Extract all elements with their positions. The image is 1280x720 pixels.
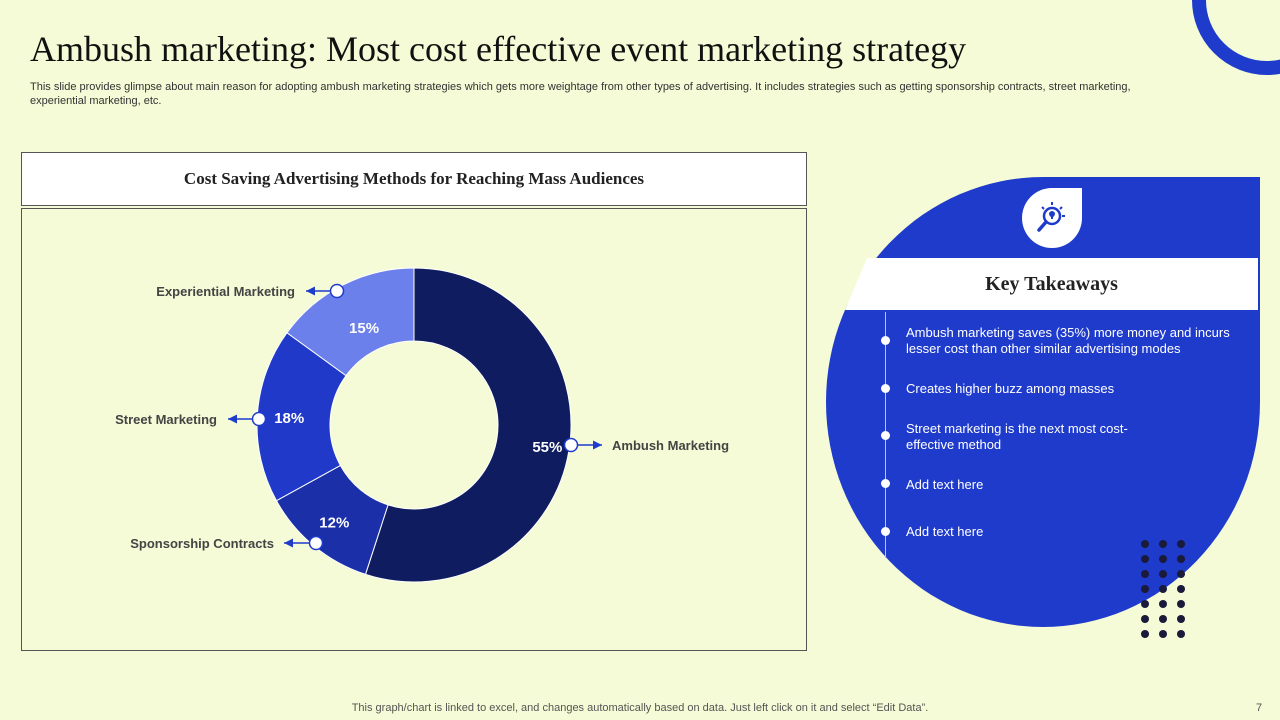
callout-marker-4 bbox=[329, 283, 345, 299]
slice-value-label-3: 18% bbox=[274, 410, 304, 427]
takeaway-item-5: Add text here bbox=[906, 524, 984, 539]
slice-value-label-2: 12% bbox=[319, 514, 349, 531]
slice-category-label-4: Experiential Marketing bbox=[156, 284, 295, 299]
slice-category-label-2: Sponsorship Contracts bbox=[130, 536, 274, 551]
bullet-dot-2 bbox=[881, 384, 890, 393]
takeaways-header: Key Takeaways bbox=[845, 258, 1258, 310]
slice-value-label-1: 55% bbox=[532, 439, 562, 456]
chart-panel[interactable]: 55% 12% 18% 15% Ambush Marketing Sponsorship … bbox=[21, 208, 807, 651]
takeaway-item-2: Creates higher buzz among masses bbox=[906, 381, 1115, 396]
bullet-dot-3 bbox=[881, 431, 890, 440]
decorative-dot-grid bbox=[1141, 540, 1201, 640]
slice-category-label-3: Street Marketing bbox=[115, 412, 217, 427]
chart-title[interactable]: Cost Saving Advertising Methods for Reac… bbox=[21, 152, 807, 206]
lightbulb-search-icon bbox=[1022, 188, 1082, 248]
callout-marker-2 bbox=[308, 535, 324, 551]
slice-value-label-4: 15% bbox=[349, 320, 379, 337]
slide-title: Ambush marketing: Most cost effective ev… bbox=[30, 29, 967, 69]
donut-slice-1[interactable] bbox=[364, 267, 572, 583]
donut-slice-4[interactable] bbox=[286, 267, 415, 377]
bullet-dot-4 bbox=[881, 479, 890, 488]
takeaway-item-1: Ambush marketing saves (35%) more money … bbox=[906, 325, 1230, 356]
takeaway-item-3: Street marketing is the next most cost-e… bbox=[906, 421, 1128, 452]
takeaway-item-4: Add text here bbox=[906, 477, 984, 492]
bullet-dot-1 bbox=[881, 336, 890, 345]
callout-marker-3 bbox=[251, 411, 267, 427]
donut-slice-3[interactable] bbox=[256, 332, 347, 502]
takeaways-panel bbox=[826, 177, 1260, 627]
footer-note: This graph/chart is linked to excel, and… bbox=[351, 702, 929, 714]
donut-chart[interactable]: 55% 12% 18% 15% Ambush Marketing Sponsorship … bbox=[22, 209, 806, 650]
bullet-dot-5 bbox=[881, 527, 890, 536]
decorative-ring bbox=[1192, 0, 1280, 75]
slice-category-label-1: Ambush Marketing bbox=[612, 438, 729, 453]
slide-subtitle: This slide provides glimpse about main r… bbox=[30, 81, 1131, 107]
page-number: 7 bbox=[1256, 702, 1263, 714]
callout-marker-1 bbox=[563, 437, 579, 453]
